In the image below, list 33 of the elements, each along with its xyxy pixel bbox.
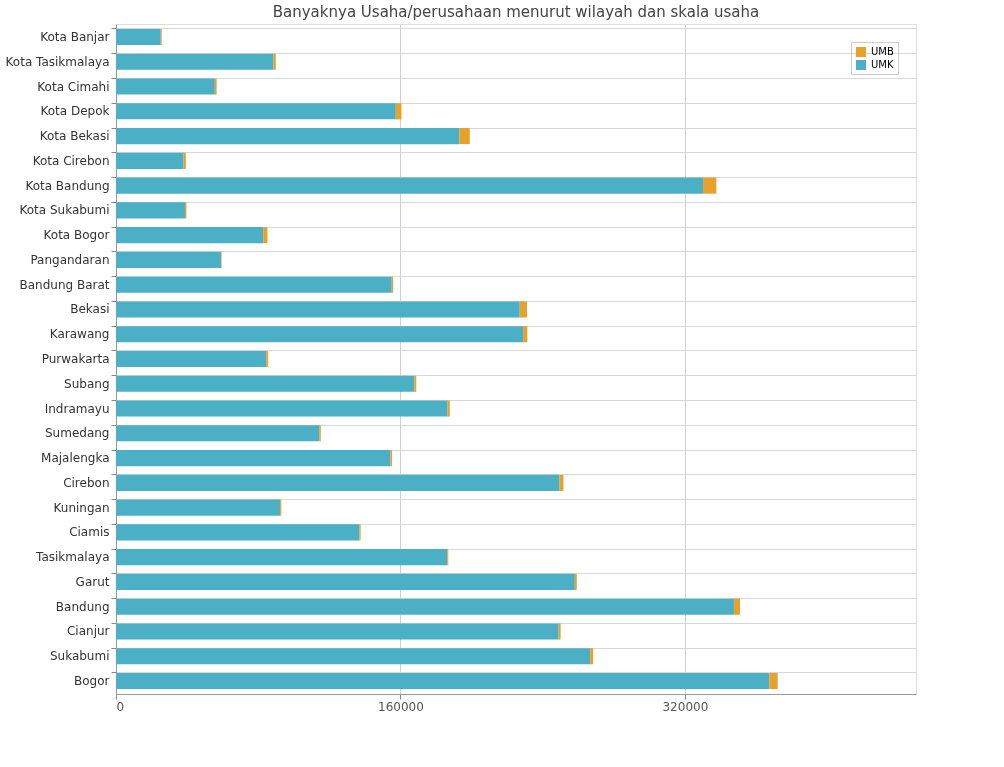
y-tick-label: Purwakarta (41, 352, 110, 366)
y-tick-label: Majalengka (41, 451, 110, 466)
y-tick-label: Karawang (49, 327, 110, 342)
x-tick-label: 160000 (378, 699, 424, 714)
y-tick-label: Kota Bekasi (39, 129, 110, 144)
y-tick-label: Sukabumi (49, 649, 110, 664)
y-tick-label: Indramayu (44, 401, 110, 416)
y-tick-label: Pangandaran (30, 252, 110, 267)
y-tick-label: Kuningan (53, 500, 110, 515)
y-tick-label: Kota Bandung (25, 178, 110, 193)
y-tick-label: Bekasi (70, 302, 110, 317)
y-tick-label: Bogor (74, 674, 110, 688)
y-tick-label: Kota Cirebon (32, 153, 110, 168)
legend-label: UMB (871, 46, 894, 57)
y-tick-label: Subang (64, 376, 110, 391)
y-tick-label: Kota Banjar (40, 30, 110, 44)
y-tick-label: Kota Cimahi (37, 79, 110, 94)
y-tick-label: Bandung Barat (19, 277, 110, 292)
x-tick-label: 0 (116, 699, 125, 714)
y-tick-label: Kota Sukabumi (19, 203, 110, 218)
y-tick-label: Kota Bogor (43, 228, 110, 243)
y-tick-label: Garut (75, 574, 110, 589)
y-tick-label: Cirebon (63, 475, 110, 490)
y-tick-label: Ciamis (69, 525, 110, 540)
y-tick-label: Bandung (55, 599, 110, 614)
y-tick-label: Kota Depok (40, 104, 110, 119)
y-tick-label: Kota Tasikmalaya (5, 54, 110, 69)
legend-label: UMK (871, 59, 894, 70)
y-tick-label: Tasikmalaya (35, 550, 110, 565)
chart-title: Banyaknya Usaha/perusahaan menurut wilayah dan skala usaha (272, 3, 760, 21)
x-tick-label: 320000 (662, 699, 709, 714)
y-tick-label: Sumedang (45, 426, 110, 441)
y-tick-label: Cianjur (66, 624, 110, 639)
